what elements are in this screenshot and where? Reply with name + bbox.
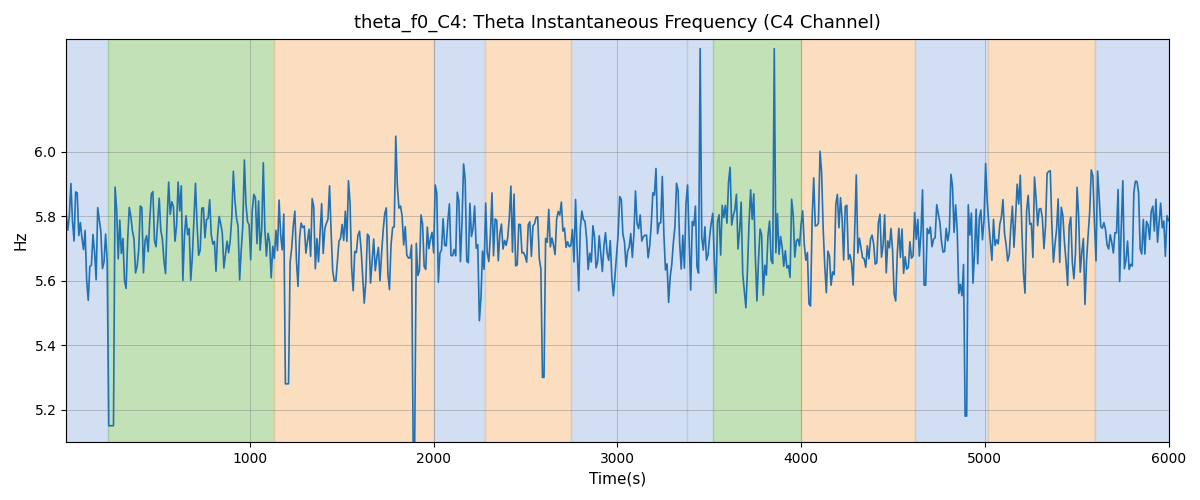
Bar — [916, 39, 989, 442]
Bar — [66, 39, 108, 442]
Bar — [433, 39, 485, 442]
X-axis label: Time(s): Time(s) — [589, 471, 646, 486]
Bar — [571, 39, 688, 442]
Bar — [802, 39, 916, 442]
Bar — [688, 39, 713, 442]
Bar — [108, 39, 274, 442]
Bar — [274, 39, 433, 442]
Title: theta_f0_C4: Theta Instantaneous Frequency (C4 Channel): theta_f0_C4: Theta Instantaneous Frequen… — [354, 14, 881, 32]
Bar — [485, 39, 571, 442]
Bar — [713, 39, 802, 442]
Bar — [989, 39, 1096, 442]
Bar — [1096, 39, 1169, 442]
Y-axis label: Hz: Hz — [14, 230, 29, 250]
